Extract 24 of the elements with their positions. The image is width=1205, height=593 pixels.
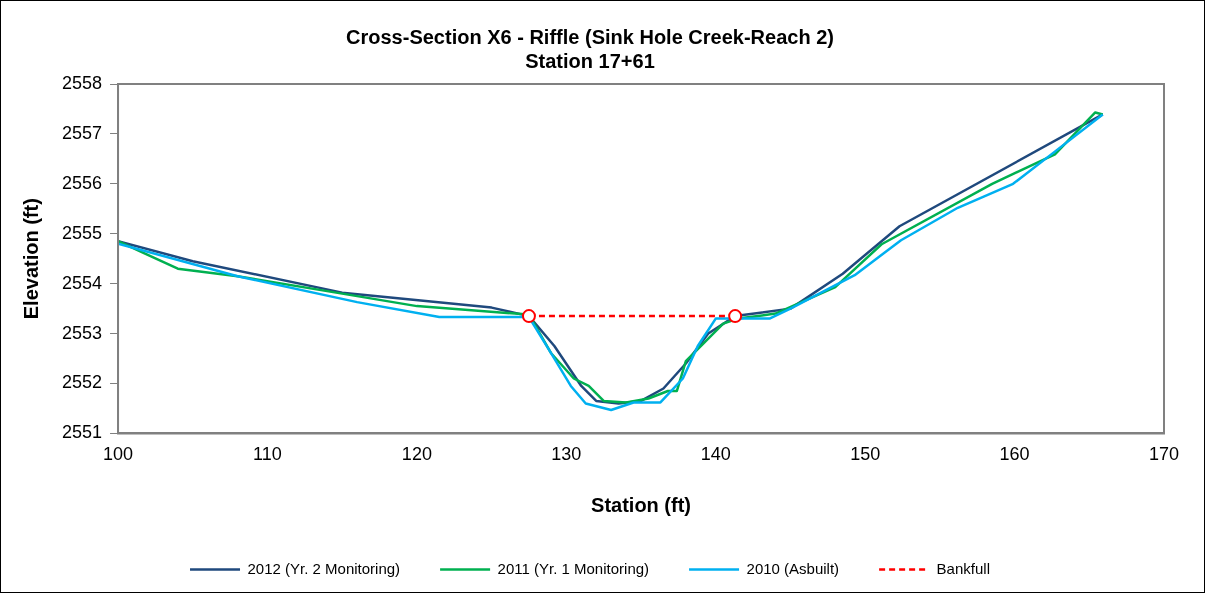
y-tick-label: 2551 (62, 422, 103, 443)
legend-label: 2012 (Yr. 2 Monitoring) (247, 559, 401, 577)
x-axis-title: Station (ft) (591, 493, 692, 516)
y-axis-title: Elevation (ft) (19, 198, 42, 320)
y-tick-label: 2553 (62, 322, 103, 343)
x-tick-label: 160 (999, 444, 1030, 465)
legend-label: 2010 (Asbuilt) (746, 559, 840, 577)
chart-title: Cross-Section X6 - Riffle (Sink Hole Creek-Reach 2) (346, 25, 834, 48)
x-tick-label: 100 (103, 444, 134, 465)
x-tick-label: 140 (700, 444, 731, 465)
y-tick-label: 2554 (62, 272, 103, 293)
x-tick-label: 150 (850, 444, 881, 465)
x-tick-label: 170 (1148, 444, 1180, 465)
y-tick-label: 2556 (62, 172, 103, 193)
y-tick-label: 2552 (62, 372, 103, 393)
legend-label: Bankfull (936, 559, 990, 577)
y-tick-label: 2555 (62, 222, 103, 243)
chart-subtitle: Station 17+61 (525, 49, 655, 72)
x-tick-label: 110 (253, 444, 282, 465)
y-tick-label: 2557 (62, 122, 103, 143)
x-tick-label: 120 (401, 444, 432, 465)
y-tick-label: 2558 (62, 72, 103, 93)
x-tick-label: 130 (551, 444, 582, 465)
legend-label: 2011 (Yr. 1 Monitoring) (497, 559, 650, 577)
